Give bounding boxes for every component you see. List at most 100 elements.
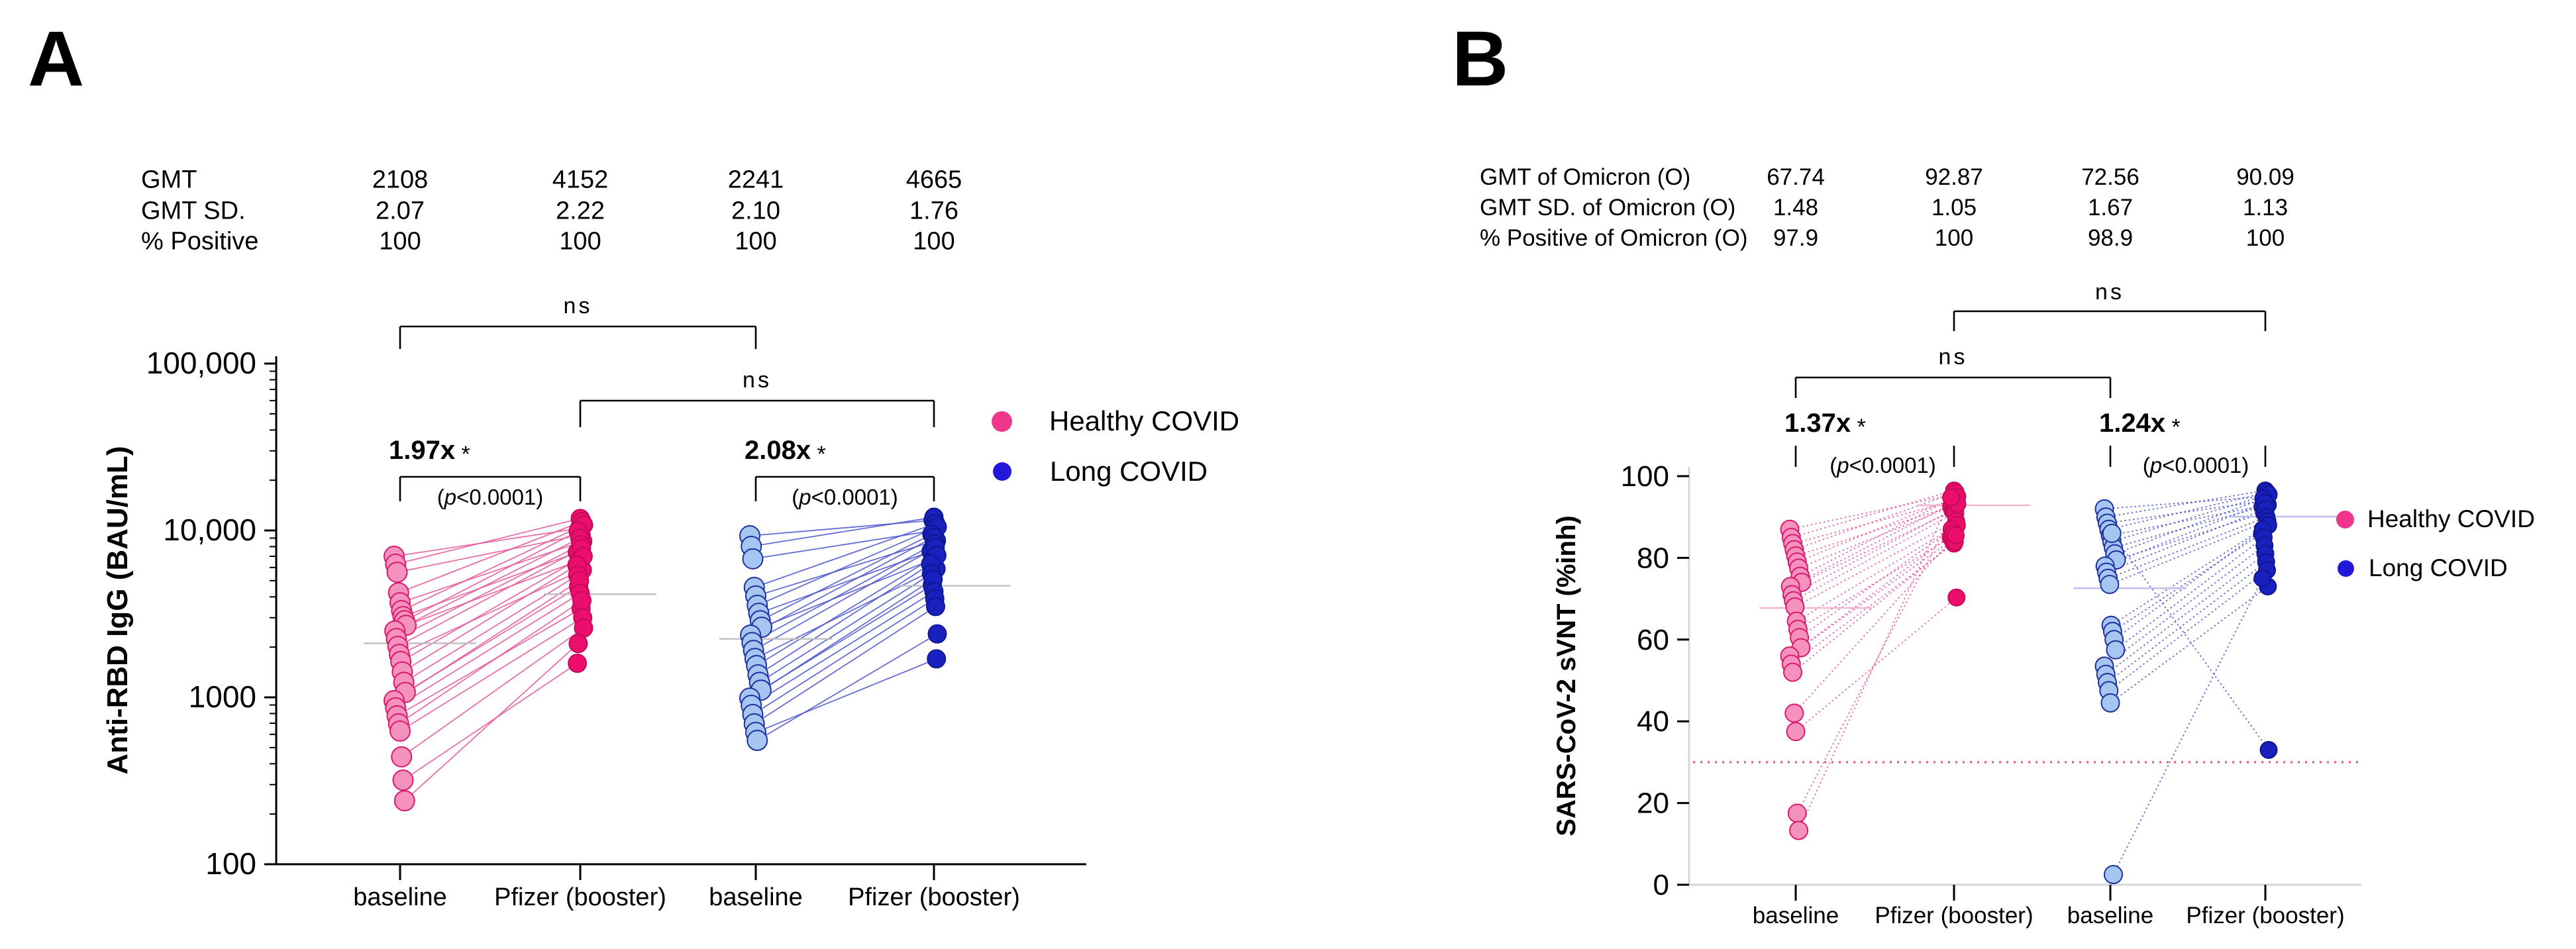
panel-a-label: A bbox=[28, 15, 85, 103]
stat-value: 100 bbox=[913, 227, 955, 256]
fold-change-label: 1.97x * bbox=[389, 436, 470, 467]
data-point-booster bbox=[572, 591, 592, 611]
stat-value: 4152 bbox=[552, 166, 609, 194]
data-point-baseline bbox=[391, 746, 413, 768]
legend-item-long-covid: Long COVID bbox=[993, 456, 1208, 487]
x-axis-category-label: Pfizer (booster) bbox=[2186, 903, 2344, 928]
data-point-baseline bbox=[392, 770, 414, 791]
stat-value: 100 bbox=[1934, 225, 1974, 251]
data-point-baseline bbox=[2104, 865, 2123, 885]
p-value-label: (p<0.0001) bbox=[2143, 453, 2249, 477]
data-point-baseline bbox=[386, 562, 408, 583]
x-axis-category-label: baseline bbox=[353, 883, 447, 911]
p-value-label: (p<0.0001) bbox=[792, 485, 898, 509]
data-point-booster bbox=[1942, 488, 1961, 507]
stat-value: 1.67 bbox=[2087, 195, 2134, 221]
legend-label: Healthy COVID bbox=[2367, 505, 2535, 532]
y-axis-title: SARS-CoV-2 sVNT (%inh) bbox=[1552, 515, 1581, 836]
stat-row-label: % Positive bbox=[141, 227, 259, 256]
data-point-booster bbox=[568, 634, 588, 654]
stat-value: 1.05 bbox=[1931, 195, 1977, 221]
healthy-covid-dot-icon bbox=[2336, 510, 2354, 528]
legend-item-healthy-covid: Healthy COVID bbox=[992, 405, 1239, 437]
stat-value: 1.76 bbox=[909, 197, 958, 225]
data-point-booster bbox=[2259, 740, 2278, 759]
stat-value: 100 bbox=[2245, 225, 2285, 251]
data-point-baseline bbox=[2102, 523, 2122, 543]
data-point-booster bbox=[927, 624, 947, 644]
fold-change-label: 1.37x * bbox=[1784, 409, 1866, 440]
stat-row-label: GMT SD. of Omicron (O) bbox=[1480, 195, 1736, 221]
data-point-baseline bbox=[393, 790, 415, 812]
stat-value: 100 bbox=[559, 227, 601, 256]
long-covid-dot-icon bbox=[993, 462, 1011, 481]
data-point-baseline bbox=[742, 548, 764, 570]
data-point-baseline bbox=[1784, 703, 1804, 723]
p-value-label: (p<0.0001) bbox=[437, 485, 544, 509]
data-point-baseline bbox=[1789, 821, 1808, 840]
healthy-covid-dot-icon bbox=[992, 411, 1012, 432]
data-point-booster bbox=[1947, 588, 1966, 607]
legend-label: Long COVID bbox=[1050, 456, 1208, 487]
y-axis-tick-label: 0 bbox=[1653, 869, 1669, 901]
y-axis-tick-label: 80 bbox=[1637, 542, 1669, 574]
y-axis-tick-label: 100 bbox=[1621, 460, 1669, 493]
stat-row-label: GMT SD. bbox=[141, 197, 246, 225]
x-axis-category-label: Pfizer (booster) bbox=[1875, 903, 2033, 928]
stat-value: 67.74 bbox=[1767, 164, 1825, 190]
y-axis-tick-label: 1000 bbox=[189, 679, 256, 714]
stat-value: 98.9 bbox=[2087, 225, 2134, 251]
legend-label: Long COVID bbox=[2369, 554, 2508, 581]
stat-value: 2.10 bbox=[731, 197, 780, 225]
stat-value: 2.22 bbox=[556, 197, 605, 225]
x-axis-category-label: Pfizer (booster) bbox=[848, 883, 1020, 911]
stat-value: 2108 bbox=[372, 166, 429, 194]
ns-label: ns bbox=[1939, 344, 1968, 370]
long-covid-dot-icon bbox=[2338, 560, 2354, 577]
stat-row-label: % Positive of Omicron (O) bbox=[1480, 225, 1748, 251]
stat-value: 4665 bbox=[905, 166, 962, 194]
stat-value: 90.09 bbox=[2236, 164, 2294, 190]
data-point-booster bbox=[568, 654, 588, 674]
data-point-booster bbox=[2253, 569, 2272, 587]
data-point-baseline bbox=[2106, 640, 2126, 660]
y-axis-tick-label: 100 bbox=[205, 846, 256, 881]
stat-row-label: GMT of Omicron (O) bbox=[1480, 164, 1691, 190]
x-axis-category-label: baseline bbox=[2067, 903, 2153, 928]
y-axis-tick-label: 100,000 bbox=[146, 346, 256, 380]
y-axis-title: Anti-RBD IgG (BAU/mL) bbox=[101, 446, 134, 774]
fold-change-label: 1.24x * bbox=[2099, 409, 2181, 440]
data-point-booster bbox=[926, 597, 945, 617]
data-point-baseline bbox=[2100, 693, 2120, 713]
data-point-booster bbox=[1947, 526, 1965, 544]
data-point-baseline bbox=[1787, 803, 1807, 823]
stat-value: 100 bbox=[379, 227, 421, 256]
stat-row-label: GMT bbox=[141, 166, 197, 194]
x-axis-category-label: baseline bbox=[709, 883, 803, 911]
x-axis-category-label: baseline bbox=[1753, 903, 1839, 928]
data-point-baseline bbox=[389, 720, 411, 742]
data-point-baseline bbox=[1783, 662, 1802, 682]
stat-value: 1.48 bbox=[1773, 195, 1819, 221]
data-point-booster bbox=[927, 649, 947, 669]
y-axis-tick-label: 60 bbox=[1637, 624, 1669, 656]
fold-change-label: 2.08x * bbox=[745, 436, 826, 467]
stat-value: 92.87 bbox=[1925, 164, 1983, 190]
stat-value: 72.56 bbox=[2081, 164, 2139, 190]
p-value-label: (p<0.0001) bbox=[1829, 453, 1936, 477]
y-axis-tick-label: 20 bbox=[1637, 787, 1669, 820]
legend-item-healthy-covid: Healthy COVID bbox=[2336, 505, 2535, 533]
ns-label: ns bbox=[564, 293, 593, 319]
data-point-baseline bbox=[1786, 722, 1806, 742]
stat-value: 1.13 bbox=[2242, 195, 2289, 221]
x-axis-category-label: Pfizer (booster) bbox=[494, 883, 666, 911]
data-point-baseline bbox=[747, 730, 768, 752]
ns-label: ns bbox=[743, 368, 772, 393]
legend-label: Healthy COVID bbox=[1049, 405, 1240, 436]
stat-value: 100 bbox=[735, 227, 777, 256]
stat-value: 2241 bbox=[727, 166, 784, 194]
y-axis-tick-label: 40 bbox=[1637, 705, 1669, 738]
stat-value: 97.9 bbox=[1773, 225, 1819, 251]
